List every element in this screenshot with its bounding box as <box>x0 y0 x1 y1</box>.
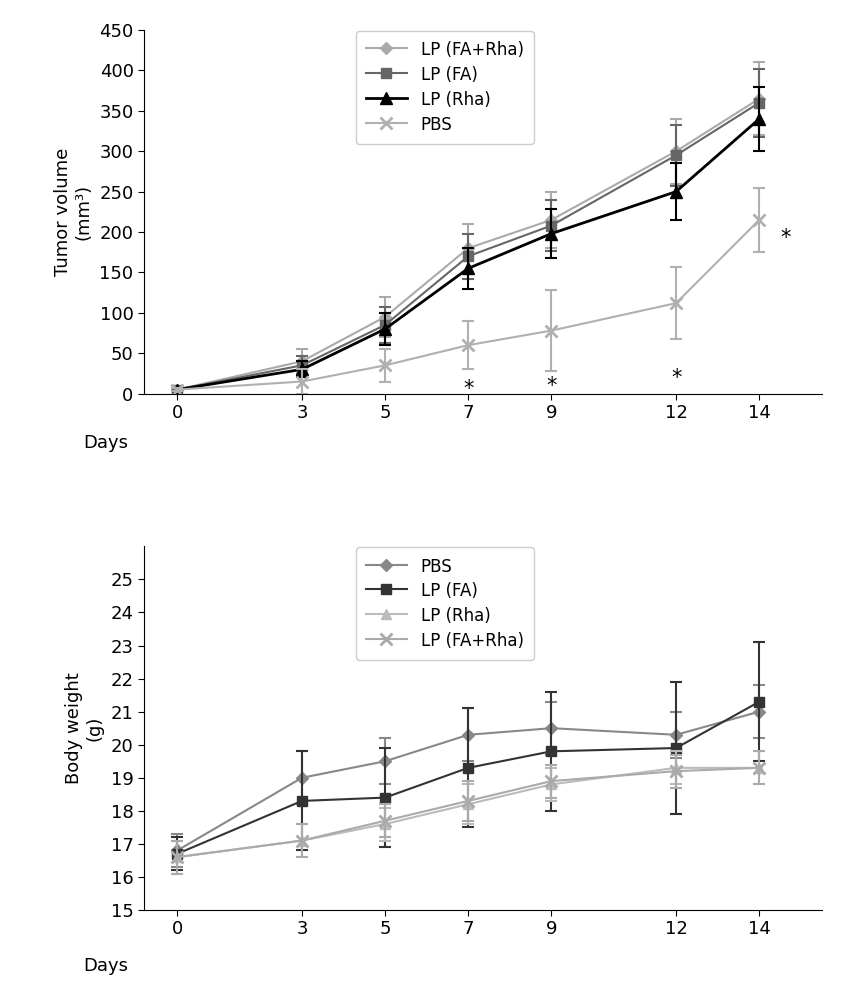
Text: Days: Days <box>83 957 128 975</box>
Y-axis label: Tumor volume
(mm³): Tumor volume (mm³) <box>53 148 92 276</box>
Y-axis label: Body weight
(g): Body weight (g) <box>65 672 103 784</box>
Text: Days: Days <box>83 434 128 452</box>
Legend: LP (FA+Rha), LP (FA), LP (Rha), PBS: LP (FA+Rha), LP (FA), LP (Rha), PBS <box>356 31 534 144</box>
Text: *: * <box>671 368 681 388</box>
Text: *: * <box>546 376 556 396</box>
Legend: PBS, LP (FA), LP (Rha), LP (FA+Rha): PBS, LP (FA), LP (Rha), LP (FA+Rha) <box>356 547 534 660</box>
Text: *: * <box>463 379 473 399</box>
Text: *: * <box>780 228 790 248</box>
